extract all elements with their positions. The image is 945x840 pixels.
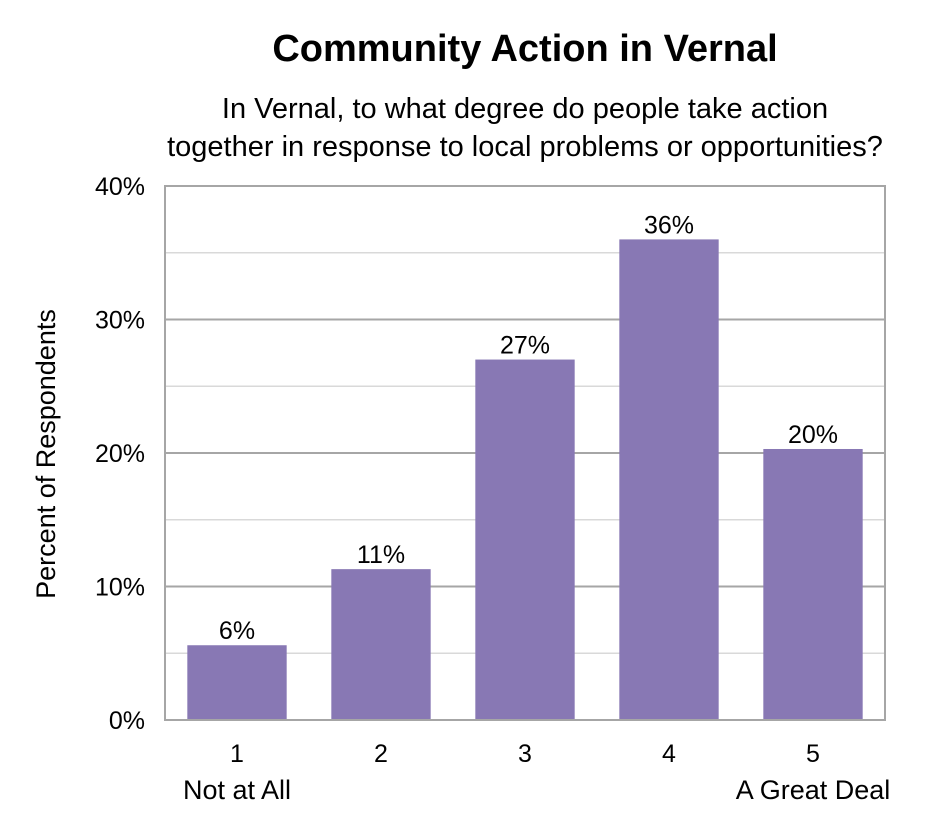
- x-tick-label: 3: [518, 740, 532, 768]
- data-label: 11%: [357, 541, 405, 569]
- y-tick-label: 20%: [95, 440, 145, 468]
- bar: [331, 569, 431, 720]
- y-tick-label: 10%: [95, 574, 145, 602]
- x-tick-sublabel: A Great Deal: [736, 775, 891, 805]
- data-label: 36%: [644, 211, 694, 239]
- y-tick-label: 30%: [95, 307, 145, 335]
- data-label: 27%: [500, 332, 550, 360]
- bar: [763, 448, 863, 720]
- y-tick-label: 0%: [109, 707, 145, 735]
- bar: [187, 645, 287, 720]
- y-axis-tick-labels: 0% 10% 20% 30% 40%: [95, 173, 145, 735]
- bar: [619, 239, 719, 720]
- bars: [187, 239, 863, 720]
- y-tick-label: 40%: [95, 173, 145, 201]
- chart-subtitle-line-1: In Vernal, to what degree do people take…: [221, 93, 829, 125]
- bar: [475, 359, 575, 720]
- x-tick-label: 4: [662, 740, 676, 768]
- data-label: 20%: [788, 421, 838, 449]
- chart-subtitle-line-2: together in response to local problems o…: [167, 131, 883, 163]
- x-tick-label: 2: [374, 740, 388, 768]
- chart-subtitle: In Vernal, to what degree do people take…: [100, 90, 945, 166]
- x-tick-label: 1: [230, 740, 244, 768]
- data-label: 6%: [219, 617, 255, 645]
- data-labels: 6% 11% 27% 36% 20%: [219, 211, 838, 645]
- chart-title: Community Action in Vernal: [272, 28, 778, 70]
- x-tick-sublabel: Not at All: [183, 775, 291, 805]
- x-axis-tick-labels: 1 Not at All 2 3 4 5 A Great Deal: [183, 740, 890, 805]
- x-tick-label: 5: [806, 740, 820, 768]
- y-axis-label: Percent of Respondents: [31, 309, 61, 599]
- plot-area-border: [164, 185, 886, 721]
